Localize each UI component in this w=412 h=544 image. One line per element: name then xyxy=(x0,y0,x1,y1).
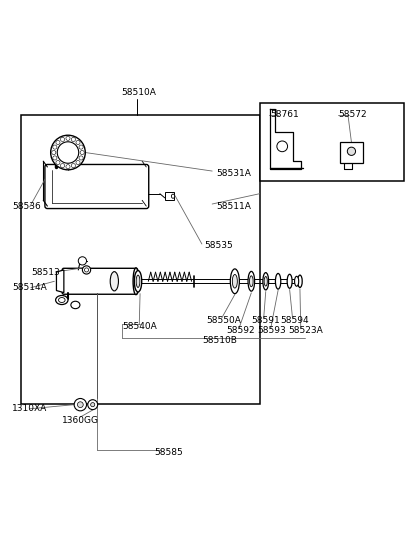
Ellipse shape xyxy=(110,271,118,291)
Circle shape xyxy=(82,266,91,274)
Circle shape xyxy=(52,151,56,154)
Circle shape xyxy=(77,402,83,407)
Polygon shape xyxy=(56,270,64,293)
Bar xyxy=(21,115,260,404)
Ellipse shape xyxy=(295,276,299,286)
Text: 58510B: 58510B xyxy=(202,336,237,345)
Circle shape xyxy=(57,142,79,163)
Circle shape xyxy=(61,164,65,168)
Ellipse shape xyxy=(136,275,140,287)
Text: 58761: 58761 xyxy=(270,110,299,119)
Text: 58535: 58535 xyxy=(204,240,233,250)
Circle shape xyxy=(78,257,87,265)
FancyBboxPatch shape xyxy=(45,164,149,208)
Ellipse shape xyxy=(250,276,253,287)
Circle shape xyxy=(74,399,87,411)
Ellipse shape xyxy=(275,274,281,289)
Text: 58510A: 58510A xyxy=(122,88,157,97)
Circle shape xyxy=(71,164,75,168)
Ellipse shape xyxy=(248,271,255,291)
Text: 1360GG: 1360GG xyxy=(62,416,99,425)
Circle shape xyxy=(66,165,70,169)
Text: 58592: 58592 xyxy=(227,326,255,335)
Circle shape xyxy=(91,403,95,407)
Text: 58593: 58593 xyxy=(258,326,286,335)
Circle shape xyxy=(79,156,83,160)
Bar xyxy=(165,193,174,200)
Circle shape xyxy=(76,160,80,165)
Text: 58585: 58585 xyxy=(154,448,183,457)
Ellipse shape xyxy=(287,274,292,288)
FancyBboxPatch shape xyxy=(62,268,138,294)
Circle shape xyxy=(277,141,288,152)
Text: 58523A: 58523A xyxy=(288,326,323,335)
Text: 58531A: 58531A xyxy=(216,169,251,178)
Circle shape xyxy=(61,137,65,141)
Circle shape xyxy=(51,135,85,170)
Ellipse shape xyxy=(263,273,269,290)
Ellipse shape xyxy=(133,268,139,295)
Ellipse shape xyxy=(230,269,239,294)
Ellipse shape xyxy=(59,298,65,302)
Circle shape xyxy=(53,145,57,149)
Circle shape xyxy=(88,400,98,410)
Text: 58572: 58572 xyxy=(338,110,366,119)
Text: 58514A: 58514A xyxy=(12,283,47,292)
Text: 58591: 58591 xyxy=(251,316,280,325)
Ellipse shape xyxy=(297,275,302,287)
Ellipse shape xyxy=(134,270,142,292)
Ellipse shape xyxy=(171,194,175,198)
Ellipse shape xyxy=(71,301,80,308)
Circle shape xyxy=(56,160,60,165)
Circle shape xyxy=(71,137,75,141)
Circle shape xyxy=(80,151,84,154)
Circle shape xyxy=(66,136,70,140)
Circle shape xyxy=(84,268,89,272)
Circle shape xyxy=(76,140,80,145)
Ellipse shape xyxy=(232,275,237,288)
Circle shape xyxy=(56,140,60,145)
Text: 58550A: 58550A xyxy=(206,316,241,325)
Circle shape xyxy=(79,145,83,149)
Text: 58594: 58594 xyxy=(280,316,309,325)
Bar xyxy=(260,103,404,181)
Text: 58540A: 58540A xyxy=(123,322,157,331)
Bar xyxy=(340,142,363,163)
Text: 1310XA: 1310XA xyxy=(12,404,48,413)
Circle shape xyxy=(53,156,57,160)
Text: 58511A: 58511A xyxy=(216,202,251,211)
Text: 58513: 58513 xyxy=(31,268,60,277)
Ellipse shape xyxy=(264,276,267,286)
Ellipse shape xyxy=(56,295,68,305)
Text: 58536: 58536 xyxy=(12,202,41,212)
Circle shape xyxy=(347,147,356,156)
